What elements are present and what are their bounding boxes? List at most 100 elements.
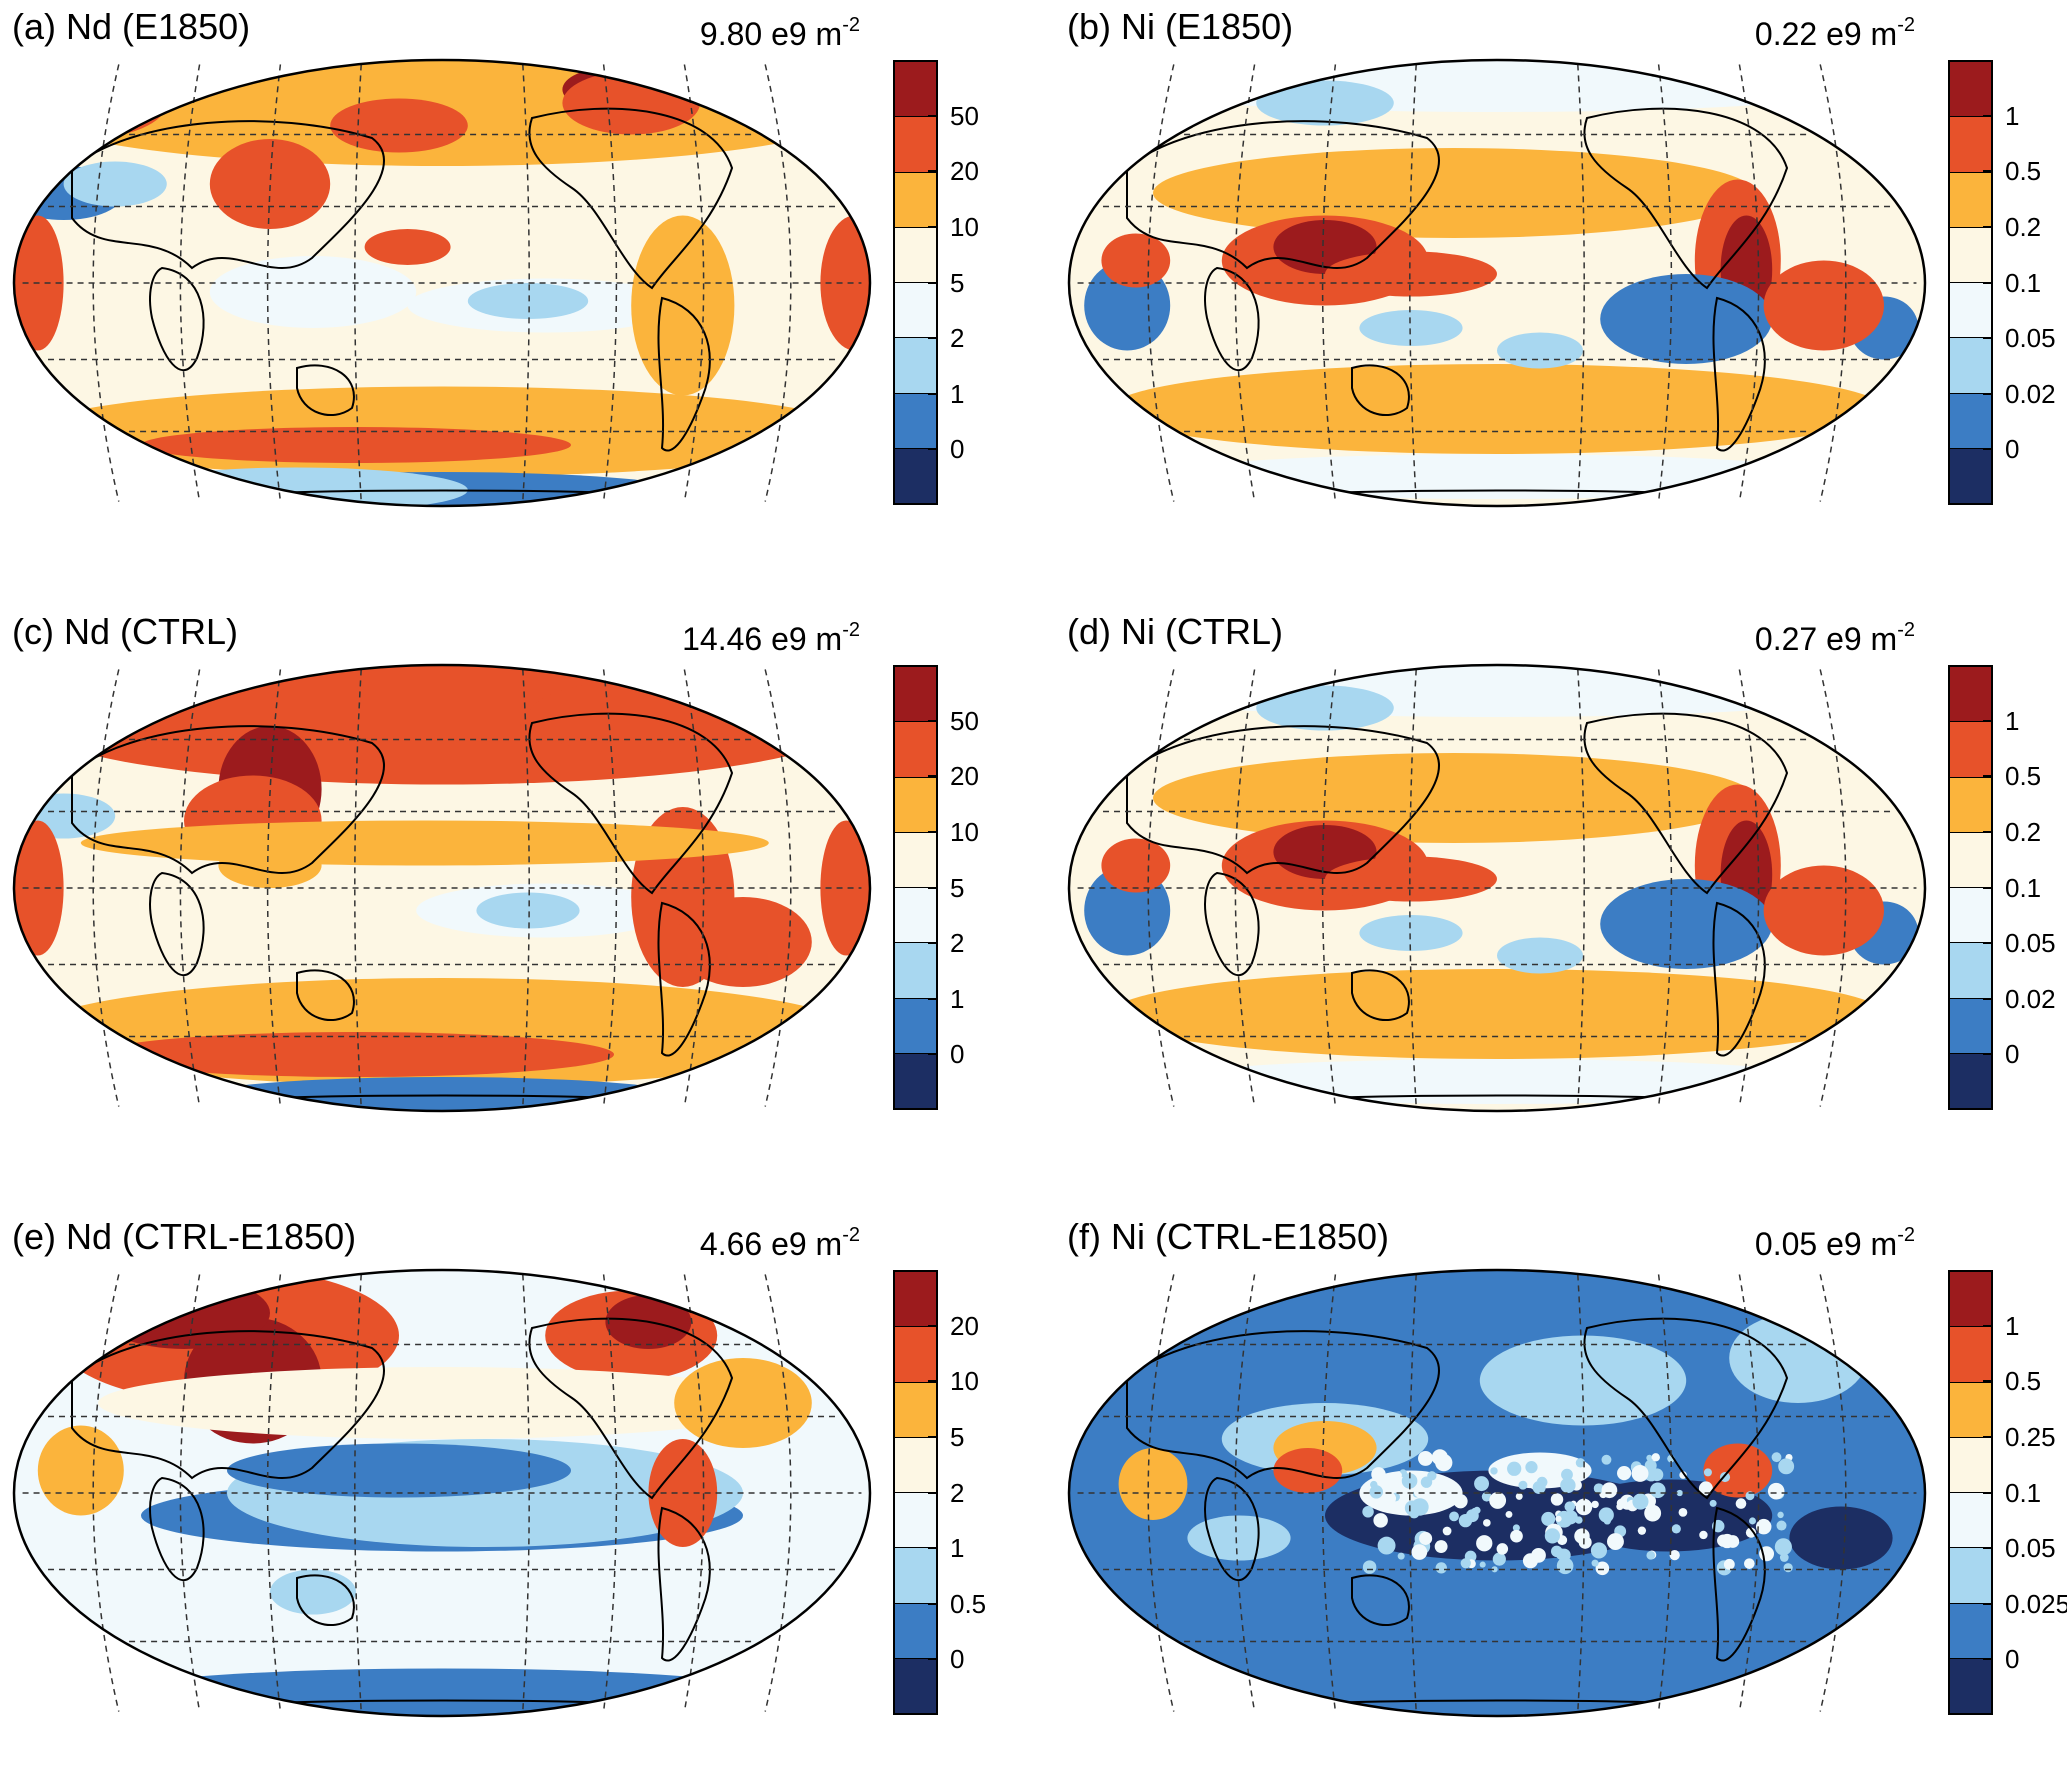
- contour-speckle: [1460, 1558, 1471, 1569]
- meridian-line: [179, 669, 201, 1107]
- contour-speckle: [1590, 1542, 1608, 1559]
- meridian-line: [1409, 669, 1417, 1107]
- panel-title: (e) Nd (CTRL-E1850): [12, 1216, 357, 1257]
- contour-speckle: [1650, 1482, 1666, 1499]
- graticule: [22, 669, 862, 1107]
- contour-speckle: [1777, 1511, 1784, 1519]
- contour-speckle: [1771, 1452, 1782, 1463]
- colorbar-tick: [928, 1491, 938, 1494]
- coastline: [1126, 1330, 1441, 1480]
- contour-region: [631, 215, 735, 396]
- meridian-line: [683, 669, 705, 1107]
- contour-region: [467, 283, 589, 319]
- contour-speckle: [1735, 1498, 1747, 1509]
- contour-region: [14, 1569, 528, 1642]
- contour-region: [1497, 937, 1583, 974]
- colorbar-tick-label: 1: [950, 378, 965, 409]
- colorbar-tick: [1983, 281, 1993, 284]
- colorbar-tick-label: 5: [950, 872, 965, 903]
- colorbar-tick-label: 50: [950, 100, 979, 131]
- graticule: [22, 64, 862, 502]
- meridian-line: [266, 1274, 282, 1712]
- colorbar-tick-label: 0.05: [2005, 1533, 2056, 1564]
- colorbar-segment: [895, 722, 936, 778]
- meridian-line: [92, 669, 120, 1107]
- colorbar-tick-label: 10: [950, 816, 979, 847]
- colorbar: [1948, 60, 1993, 505]
- panel-global-mean: 14.46 e9 m-2: [682, 619, 860, 658]
- contour-speckle: [1370, 1480, 1378, 1489]
- contour-speckle: [1507, 1461, 1522, 1476]
- contour-region: [364, 229, 451, 265]
- colorbar-segment: [895, 667, 936, 723]
- contour-region: [14, 67, 167, 139]
- contour-speckle: [1646, 1454, 1653, 1461]
- coastline: [1583, 712, 1789, 895]
- contour-speckle: [1720, 1533, 1735, 1549]
- contour-region: [209, 256, 417, 328]
- colorbar-tick: [928, 337, 938, 340]
- contour-region: [270, 1569, 356, 1615]
- colorbar-tick: [928, 1053, 938, 1056]
- meridian-line: [764, 1274, 792, 1712]
- colorbar-segment: [895, 393, 936, 449]
- meridian-line: [1409, 64, 1417, 502]
- colorbar-tick-label: 0.1: [2005, 267, 2042, 298]
- colorbar-segment: [895, 1327, 936, 1383]
- colorbar-labels: 1 0.5 0.25 0.1 0.05 0.025 0: [2005, 1270, 2067, 1715]
- colorbar-tick-label: 20: [950, 156, 979, 187]
- colorbar-tick: [928, 942, 938, 945]
- contour-speckle: [1745, 1527, 1757, 1538]
- contour-region: [1763, 865, 1884, 956]
- contour-speckle: [1525, 1461, 1538, 1474]
- colorbar-tick-label: 10: [950, 211, 979, 242]
- graticule: [1077, 1274, 1917, 1712]
- contour-region: [1273, 1448, 1343, 1493]
- contour-speckle: [1699, 1530, 1708, 1540]
- contour-region: [98, 1277, 270, 1349]
- mean-value: 9.80 e9 m: [699, 16, 843, 52]
- coastline: [1204, 871, 1260, 977]
- map-border: [1067, 663, 1927, 1113]
- contour-speckle: [1678, 1507, 1688, 1517]
- contour-speckle: [1591, 1559, 1599, 1567]
- colorbar-segment: [1950, 667, 1991, 723]
- coastline: [149, 871, 205, 977]
- contour-speckle: [1548, 1456, 1567, 1475]
- contour-region: [98, 1032, 614, 1077]
- colorbar-segment: [1950, 1548, 1991, 1604]
- colorbar-segment: [1950, 283, 1991, 339]
- colorbar-tick: [928, 170, 938, 173]
- contour-speckle: [1776, 1520, 1787, 1531]
- colorbar-segment: [1950, 777, 1991, 833]
- coastline: [71, 725, 386, 875]
- colorbar-segment: [895, 777, 936, 833]
- colorbar-tick-label: 10: [950, 1366, 979, 1397]
- colorbar-segment: [895, 1382, 936, 1438]
- contour-speckle: [1617, 1466, 1632, 1481]
- contour-speckle: [1362, 1560, 1377, 1574]
- contour-region: [141, 427, 571, 463]
- contour-speckle: [1411, 1544, 1428, 1560]
- robinson-map: [12, 663, 872, 1113]
- coastline: [657, 296, 711, 452]
- contour-speckle: [1550, 1493, 1564, 1506]
- contour-speckle: [1427, 1471, 1437, 1481]
- colorbar-tick: [928, 997, 938, 1000]
- colorbar-labels: 50 20 10 5 2 1 0: [950, 665, 1010, 1110]
- colorbar-segment: [895, 998, 936, 1054]
- panel-global-mean: 9.80 e9 m-2: [700, 14, 860, 53]
- contour-speckle: [1386, 1479, 1399, 1492]
- contour-speckle: [1506, 1456, 1514, 1464]
- contour-speckle: [1413, 1486, 1426, 1498]
- contour-speckle: [1779, 1553, 1789, 1562]
- meridian-line: [1819, 64, 1847, 502]
- meridian-line: [266, 64, 282, 502]
- contour-speckle: [1644, 1504, 1662, 1522]
- colorbar-tick-label: 2: [950, 323, 965, 354]
- meridian-line: [1147, 1274, 1175, 1712]
- contour-speckle: [1373, 1513, 1388, 1528]
- meridian-line: [1409, 1274, 1417, 1712]
- coastline: [1712, 296, 1766, 452]
- colorbar-tick: [928, 392, 938, 395]
